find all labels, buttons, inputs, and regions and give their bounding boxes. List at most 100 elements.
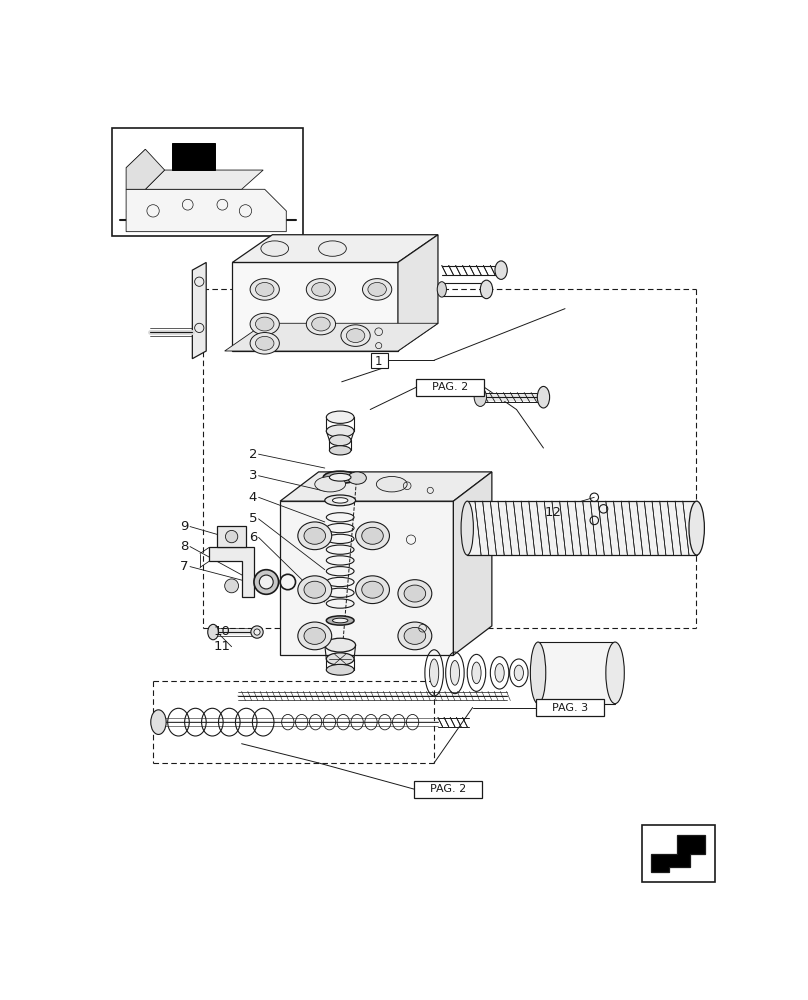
Ellipse shape (298, 522, 332, 550)
Ellipse shape (495, 664, 504, 682)
Ellipse shape (326, 425, 354, 437)
Polygon shape (126, 149, 165, 189)
Polygon shape (192, 262, 206, 359)
Polygon shape (398, 235, 438, 351)
Ellipse shape (250, 313, 280, 335)
Ellipse shape (514, 665, 524, 681)
Text: 5: 5 (249, 512, 257, 525)
Ellipse shape (298, 622, 332, 650)
Ellipse shape (404, 585, 426, 602)
Text: 1: 1 (375, 355, 382, 368)
Circle shape (250, 626, 263, 638)
Polygon shape (453, 472, 492, 655)
Bar (371, 353, 388, 368)
Ellipse shape (404, 627, 426, 644)
Ellipse shape (430, 659, 439, 687)
Polygon shape (280, 472, 492, 501)
Bar (536, 699, 604, 716)
Bar (642, 825, 715, 882)
Ellipse shape (330, 473, 351, 481)
Ellipse shape (348, 472, 366, 484)
Text: 4: 4 (249, 491, 257, 504)
Ellipse shape (341, 325, 370, 346)
Ellipse shape (312, 282, 330, 296)
Ellipse shape (254, 570, 279, 594)
Ellipse shape (480, 280, 493, 299)
Polygon shape (233, 235, 438, 262)
Ellipse shape (461, 501, 473, 555)
Ellipse shape (326, 616, 354, 625)
Text: 3: 3 (249, 469, 257, 482)
Ellipse shape (326, 653, 354, 665)
Ellipse shape (362, 527, 383, 544)
Ellipse shape (363, 279, 392, 300)
Ellipse shape (356, 522, 389, 550)
Ellipse shape (347, 329, 365, 343)
Ellipse shape (208, 624, 218, 640)
Text: 6: 6 (249, 531, 257, 544)
Text: 7: 7 (180, 560, 188, 573)
Text: 10: 10 (213, 625, 230, 638)
Text: 2: 2 (249, 448, 257, 461)
Ellipse shape (530, 642, 545, 704)
Ellipse shape (259, 575, 273, 589)
Ellipse shape (332, 498, 348, 503)
Ellipse shape (377, 477, 407, 492)
Ellipse shape (250, 279, 280, 300)
Ellipse shape (362, 581, 383, 598)
Polygon shape (651, 835, 705, 872)
Ellipse shape (330, 435, 351, 446)
Text: 12: 12 (545, 506, 562, 519)
Ellipse shape (304, 581, 326, 598)
Text: PAG. 2: PAG. 2 (432, 382, 469, 392)
Ellipse shape (315, 477, 346, 492)
Ellipse shape (312, 317, 330, 331)
Polygon shape (126, 189, 286, 232)
Ellipse shape (474, 388, 486, 406)
Ellipse shape (689, 501, 705, 555)
Ellipse shape (332, 618, 348, 623)
Polygon shape (538, 642, 615, 704)
Text: 8: 8 (180, 540, 188, 553)
Circle shape (225, 530, 238, 543)
Ellipse shape (298, 576, 332, 604)
Polygon shape (217, 526, 246, 547)
Ellipse shape (255, 317, 274, 331)
Ellipse shape (398, 622, 431, 650)
Ellipse shape (495, 261, 507, 279)
Polygon shape (233, 262, 398, 351)
Ellipse shape (325, 495, 356, 506)
Ellipse shape (472, 662, 481, 684)
Ellipse shape (437, 282, 447, 297)
Bar (416, 379, 484, 396)
Ellipse shape (255, 336, 274, 350)
Text: PAG. 3: PAG. 3 (552, 703, 587, 713)
Ellipse shape (306, 279, 335, 300)
Ellipse shape (261, 241, 288, 256)
Ellipse shape (606, 642, 625, 704)
Text: PAG. 2: PAG. 2 (430, 784, 466, 794)
Ellipse shape (330, 446, 351, 455)
Ellipse shape (450, 661, 460, 685)
Ellipse shape (318, 241, 347, 256)
Polygon shape (280, 501, 453, 655)
Ellipse shape (537, 386, 549, 408)
Bar (414, 781, 482, 798)
Ellipse shape (398, 580, 431, 607)
Text: 11: 11 (213, 640, 230, 653)
Ellipse shape (323, 471, 357, 483)
Circle shape (254, 629, 260, 635)
Ellipse shape (304, 527, 326, 544)
Ellipse shape (356, 576, 389, 604)
Bar (112, 128, 303, 235)
Polygon shape (209, 547, 254, 597)
Ellipse shape (325, 638, 356, 652)
Ellipse shape (255, 282, 274, 296)
Ellipse shape (368, 282, 386, 296)
Ellipse shape (250, 333, 280, 354)
Polygon shape (172, 143, 215, 170)
Ellipse shape (306, 313, 335, 335)
Ellipse shape (326, 664, 354, 675)
Ellipse shape (151, 710, 166, 734)
Text: 9: 9 (180, 520, 188, 533)
